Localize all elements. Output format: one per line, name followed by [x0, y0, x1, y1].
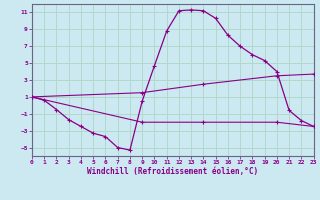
X-axis label: Windchill (Refroidissement éolien,°C): Windchill (Refroidissement éolien,°C): [87, 167, 258, 176]
